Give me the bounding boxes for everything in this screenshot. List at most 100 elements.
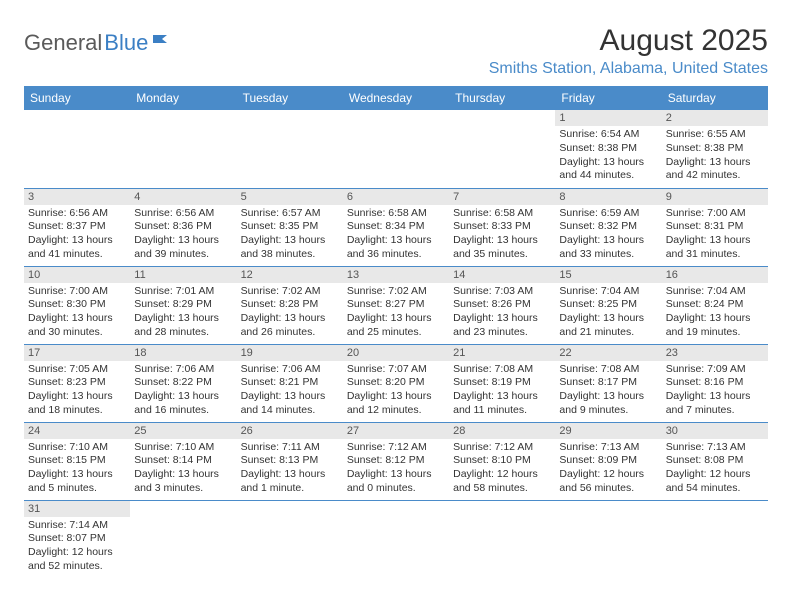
daylight-text: and 23 minutes.	[453, 326, 551, 340]
day-number: 8	[555, 189, 661, 205]
calendar-cell: 11Sunrise: 7:01 AMSunset: 8:29 PMDayligh…	[130, 266, 236, 344]
calendar-cell: 13Sunrise: 7:02 AMSunset: 8:27 PMDayligh…	[343, 266, 449, 344]
sunset-text: Sunset: 8:38 PM	[559, 142, 657, 156]
sunrise-text: Sunrise: 6:59 AM	[559, 207, 657, 221]
header: GeneralBlue August 2025 Smiths Station, …	[24, 24, 768, 78]
day-number: 25	[130, 423, 236, 439]
calendar-cell: 10Sunrise: 7:00 AMSunset: 8:30 PMDayligh…	[24, 266, 130, 344]
daylight-text: Daylight: 13 hours	[666, 156, 764, 170]
sunset-text: Sunset: 8:35 PM	[241, 220, 339, 234]
daylight-text: Daylight: 13 hours	[241, 312, 339, 326]
month-title: August 2025	[489, 24, 768, 58]
calendar-cell: 20Sunrise: 7:07 AMSunset: 8:20 PMDayligh…	[343, 344, 449, 422]
calendar-cell: 6Sunrise: 6:58 AMSunset: 8:34 PMDaylight…	[343, 188, 449, 266]
sunrise-text: Sunrise: 7:00 AM	[28, 285, 126, 299]
sunset-text: Sunset: 8:22 PM	[134, 376, 232, 390]
daylight-text: and 44 minutes.	[559, 169, 657, 183]
sunset-text: Sunset: 8:09 PM	[559, 454, 657, 468]
sunrise-text: Sunrise: 7:08 AM	[453, 363, 551, 377]
sunrise-text: Sunrise: 7:04 AM	[559, 285, 657, 299]
day-number: 7	[449, 189, 555, 205]
calendar-cell: 8 Sunrise: 6:59 AMSunset: 8:32 PMDaylight…	[555, 188, 661, 266]
daylight-text: Daylight: 13 hours	[241, 468, 339, 482]
calendar-table: Sunday Monday Tuesday Wednesday Thursday…	[24, 86, 768, 578]
calendar-cell: 7Sunrise: 6:58 AMSunset: 8:33 PMDaylight…	[449, 188, 555, 266]
daylight-text: and 38 minutes.	[241, 248, 339, 262]
daylight-text: and 42 minutes.	[666, 169, 764, 183]
sunset-text: Sunset: 8:36 PM	[134, 220, 232, 234]
daylight-text: Daylight: 13 hours	[28, 390, 126, 404]
sunrise-text: Sunrise: 6:56 AM	[28, 207, 126, 221]
day-header: Monday	[130, 86, 236, 110]
day-header: Sunday	[24, 86, 130, 110]
sunset-text: Sunset: 8:32 PM	[559, 220, 657, 234]
sunrise-text: Sunrise: 7:08 AM	[559, 363, 657, 377]
calendar-cell: 24Sunrise: 7:10 AMSunset: 8:15 PMDayligh…	[24, 422, 130, 500]
sunset-text: Sunset: 8:31 PM	[666, 220, 764, 234]
day-number: 1	[555, 110, 661, 126]
sunset-text: Sunset: 8:21 PM	[241, 376, 339, 390]
calendar-body: 1Sunrise: 6:54 AMSunset: 8:38 PMDaylight…	[24, 110, 768, 578]
day-number: 23	[662, 345, 768, 361]
sunset-text: Sunset: 8:29 PM	[134, 298, 232, 312]
daylight-text: Daylight: 13 hours	[134, 390, 232, 404]
day-number: 10	[24, 267, 130, 283]
flag-icon	[152, 30, 172, 56]
daylight-text: and 12 minutes.	[347, 404, 445, 418]
daylight-text: and 28 minutes.	[134, 326, 232, 340]
sunset-text: Sunset: 8:23 PM	[28, 376, 126, 390]
daylight-text: Daylight: 13 hours	[28, 234, 126, 248]
sunrise-text: Sunrise: 7:07 AM	[347, 363, 445, 377]
calendar-cell: 30Sunrise: 7:13 AMSunset: 8:08 PMDayligh…	[662, 422, 768, 500]
logo: GeneralBlue	[24, 24, 172, 56]
calendar-cell: 1Sunrise: 6:54 AMSunset: 8:38 PMDaylight…	[555, 110, 661, 188]
day-number: 20	[343, 345, 449, 361]
sunset-text: Sunset: 8:12 PM	[347, 454, 445, 468]
daylight-text: Daylight: 13 hours	[134, 312, 232, 326]
calendar-cell: 25Sunrise: 7:10 AMSunset: 8:14 PMDayligh…	[130, 422, 236, 500]
daylight-text: Daylight: 13 hours	[559, 156, 657, 170]
daylight-text: Daylight: 13 hours	[347, 468, 445, 482]
daylight-text: Daylight: 13 hours	[666, 234, 764, 248]
calendar-cell: 27Sunrise: 7:12 AMSunset: 8:12 PMDayligh…	[343, 422, 449, 500]
day-number: 12	[237, 267, 343, 283]
day-number: 15	[555, 267, 661, 283]
calendar-cell	[343, 500, 449, 578]
logo-text-1: General	[24, 30, 102, 56]
calendar-cell	[237, 110, 343, 188]
day-header: Tuesday	[237, 86, 343, 110]
daylight-text: Daylight: 13 hours	[28, 312, 126, 326]
daylight-text: and 39 minutes.	[134, 248, 232, 262]
day-number: 31	[24, 501, 130, 517]
daylight-text: Daylight: 13 hours	[666, 312, 764, 326]
day-number: 5	[237, 189, 343, 205]
day-number: 18	[130, 345, 236, 361]
daylight-text: and 21 minutes.	[559, 326, 657, 340]
day-number: 28	[449, 423, 555, 439]
daylight-text: Daylight: 13 hours	[559, 234, 657, 248]
sunrise-text: Sunrise: 7:04 AM	[666, 285, 764, 299]
sunrise-text: Sunrise: 7:02 AM	[241, 285, 339, 299]
sunset-text: Sunset: 8:26 PM	[453, 298, 551, 312]
daylight-text: Daylight: 13 hours	[453, 390, 551, 404]
calendar-page: GeneralBlue August 2025 Smiths Station, …	[0, 0, 792, 578]
sunrise-text: Sunrise: 6:58 AM	[453, 207, 551, 221]
day-header-row: Sunday Monday Tuesday Wednesday Thursday…	[24, 86, 768, 110]
daylight-text: and 16 minutes.	[134, 404, 232, 418]
calendar-cell: 18Sunrise: 7:06 AMSunset: 8:22 PMDayligh…	[130, 344, 236, 422]
calendar-cell	[237, 500, 343, 578]
calendar-cell: 9Sunrise: 7:00 AMSunset: 8:31 PMDaylight…	[662, 188, 768, 266]
daylight-text: and 3 minutes.	[134, 482, 232, 496]
logo-text-2: Blue	[104, 30, 148, 56]
sunrise-text: Sunrise: 6:58 AM	[347, 207, 445, 221]
daylight-text: Daylight: 12 hours	[666, 468, 764, 482]
daylight-text: and 41 minutes.	[28, 248, 126, 262]
calendar-cell: 21Sunrise: 7:08 AMSunset: 8:19 PMDayligh…	[449, 344, 555, 422]
sunrise-text: Sunrise: 7:10 AM	[134, 441, 232, 455]
daylight-text: and 33 minutes.	[559, 248, 657, 262]
sunrise-text: Sunrise: 7:00 AM	[666, 207, 764, 221]
sunset-text: Sunset: 8:25 PM	[559, 298, 657, 312]
daylight-text: Daylight: 13 hours	[241, 234, 339, 248]
sunrise-text: Sunrise: 7:09 AM	[666, 363, 764, 377]
sunrise-text: Sunrise: 6:57 AM	[241, 207, 339, 221]
